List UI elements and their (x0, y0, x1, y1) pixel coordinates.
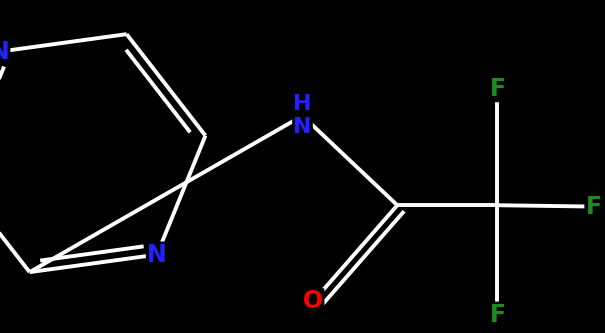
Text: F: F (489, 77, 506, 101)
Text: N: N (0, 40, 9, 64)
Text: N: N (147, 243, 167, 267)
Text: F: F (586, 194, 602, 218)
Text: H
N: H N (293, 94, 312, 137)
Text: F: F (489, 303, 506, 327)
Text: O: O (303, 289, 323, 313)
